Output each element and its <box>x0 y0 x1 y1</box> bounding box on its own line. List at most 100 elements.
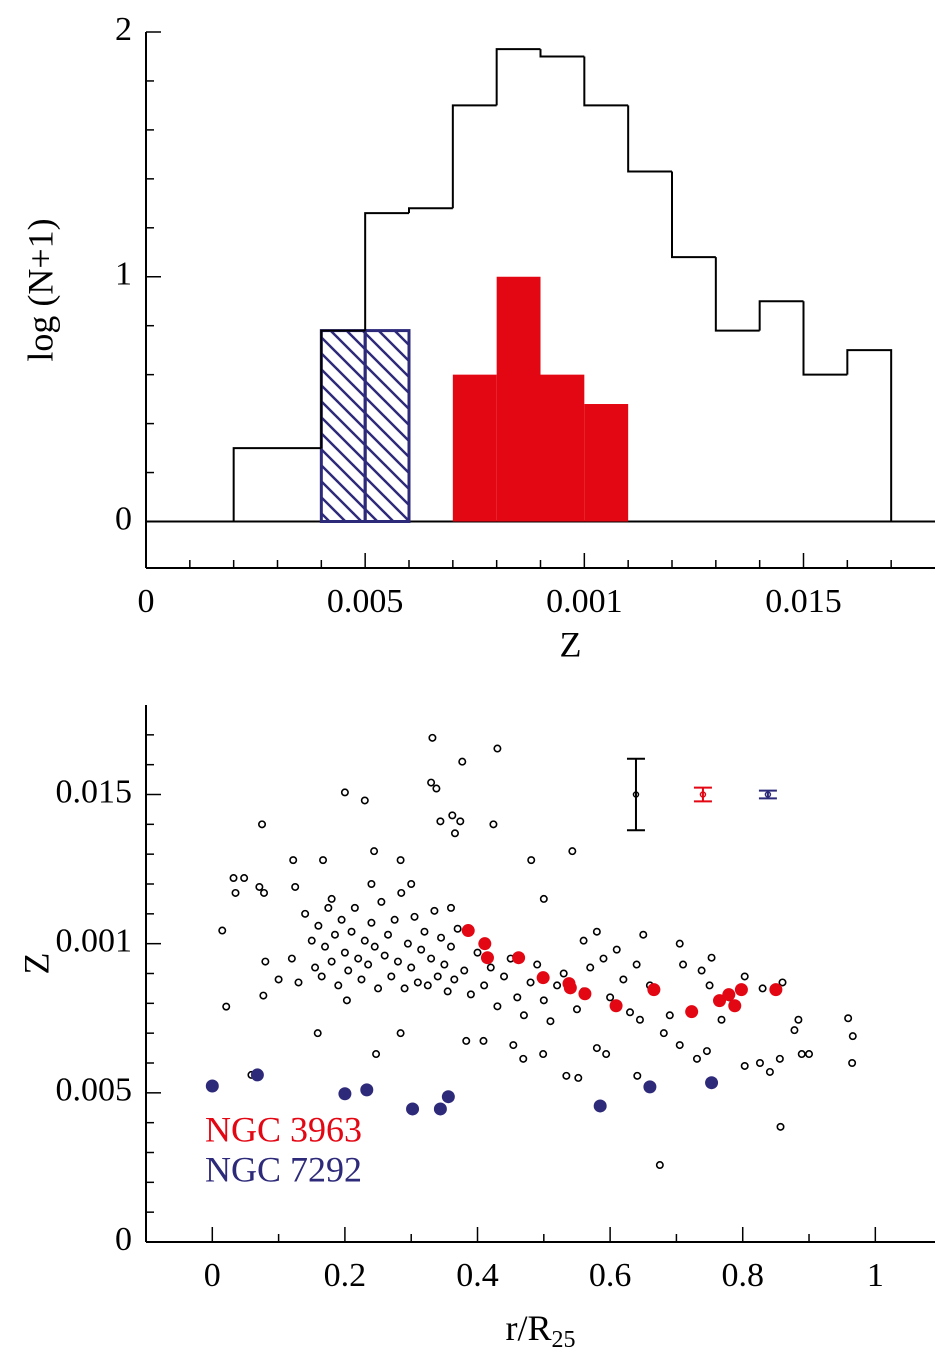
data-point-open <box>417 945 426 954</box>
x-tick-label: 0 <box>204 1257 221 1294</box>
data-point-open <box>410 912 419 921</box>
data-point-open <box>393 957 402 966</box>
data-point <box>593 1099 607 1113</box>
legend-label: NGC 7292 <box>205 1149 362 1189</box>
data-point-open <box>377 897 386 906</box>
data-point-open <box>450 829 459 838</box>
data-point-open <box>259 991 268 1000</box>
data-point-open <box>460 966 469 975</box>
data-point <box>643 1080 657 1094</box>
data-point-open <box>440 960 449 969</box>
data-point-open <box>261 957 270 966</box>
histogram-bar-hatched <box>363 329 411 523</box>
data-point <box>705 1076 719 1090</box>
data-point-open <box>527 856 536 865</box>
error-bar-point <box>764 791 772 798</box>
data-point-open <box>675 939 684 948</box>
data-point <box>722 988 736 1002</box>
data-point-open <box>509 1041 518 1050</box>
histogram-step <box>758 300 804 331</box>
data-point-open <box>327 894 336 903</box>
y-tick-label: 0.015 <box>56 773 133 810</box>
data-point-open <box>229 874 238 883</box>
histogram-step <box>364 212 409 331</box>
data-point-open <box>334 981 343 990</box>
data-point-open <box>632 960 641 969</box>
data-point <box>713 994 727 1008</box>
data-point-open <box>692 1054 701 1063</box>
data-point <box>360 1083 374 1097</box>
data-point <box>685 1005 699 1019</box>
data-point-open <box>311 963 320 972</box>
data-point-open <box>635 1015 644 1024</box>
data-point-open <box>344 966 353 975</box>
data-point-open <box>480 981 489 990</box>
data-point-open <box>606 993 615 1002</box>
data-point-open <box>619 975 628 984</box>
y-tick-label: 1 <box>115 256 132 293</box>
histogram-bar <box>496 276 541 522</box>
error-bar <box>693 786 712 803</box>
data-point-open <box>665 1011 674 1020</box>
data-point-open <box>572 1005 581 1014</box>
data-point-open <box>380 951 389 960</box>
data-point-open <box>489 820 498 829</box>
y-tick-label: 0 <box>115 1221 132 1258</box>
data-point-open <box>289 856 298 865</box>
data-point-open <box>367 879 376 888</box>
x-tick-label: 0 <box>138 583 155 620</box>
data-point-open <box>384 930 393 939</box>
data-point-open <box>844 1014 853 1023</box>
data-point-open <box>387 972 396 981</box>
data-point-open <box>400 984 409 993</box>
y-tick-label: 0.005 <box>56 1072 133 1109</box>
data-point-open <box>453 924 462 933</box>
data-point-open <box>707 953 716 962</box>
data-point-open <box>639 930 648 939</box>
data-point-open <box>446 903 455 912</box>
data-point-open <box>456 817 465 826</box>
data-point-open <box>592 1044 601 1053</box>
y-tick-label: 0.001 <box>56 922 133 959</box>
data-point-open <box>313 1029 322 1038</box>
x-tick-label: 0.4 <box>456 1257 499 1294</box>
data-point-open <box>407 963 416 972</box>
data-point-open <box>427 954 436 963</box>
data-point-open <box>740 1061 749 1070</box>
error-bar <box>758 789 777 800</box>
data-point-open <box>287 954 296 963</box>
data-point-open <box>602 1050 611 1059</box>
data-point-open <box>428 733 437 742</box>
data-point-open <box>319 856 328 865</box>
data-point-open <box>350 903 359 912</box>
histogram-step <box>846 349 893 522</box>
data-point-open <box>274 975 283 984</box>
data-point-open <box>255 882 264 891</box>
y-axis-label: log (N+1) <box>20 218 60 361</box>
data-point-open <box>513 993 522 1002</box>
histogram-step <box>495 48 541 106</box>
data-point-open <box>433 972 442 981</box>
data-point-open <box>702 1047 711 1056</box>
data-point-open <box>755 1059 764 1068</box>
histogram-bar-hatched <box>319 329 367 523</box>
data-point-open <box>218 926 227 935</box>
data-point-open <box>432 784 441 793</box>
data-point-open <box>848 1059 857 1068</box>
x-axis-label: r/R25 <box>505 1308 575 1352</box>
data-point-open <box>291 882 300 891</box>
data-point-open <box>546 1017 555 1026</box>
data-point <box>250 1068 264 1082</box>
data-point-open <box>437 933 446 942</box>
data-point-open <box>599 954 608 963</box>
x-axis-label-sub: 25 <box>552 1327 576 1353</box>
data-point-open <box>364 960 373 969</box>
data-point <box>433 1102 447 1116</box>
data-point-open <box>697 966 706 975</box>
data-point-open <box>466 990 475 999</box>
data-point-open <box>307 936 316 945</box>
data-point-open <box>458 757 467 766</box>
data-point <box>480 951 494 965</box>
data-point-open <box>420 927 429 936</box>
